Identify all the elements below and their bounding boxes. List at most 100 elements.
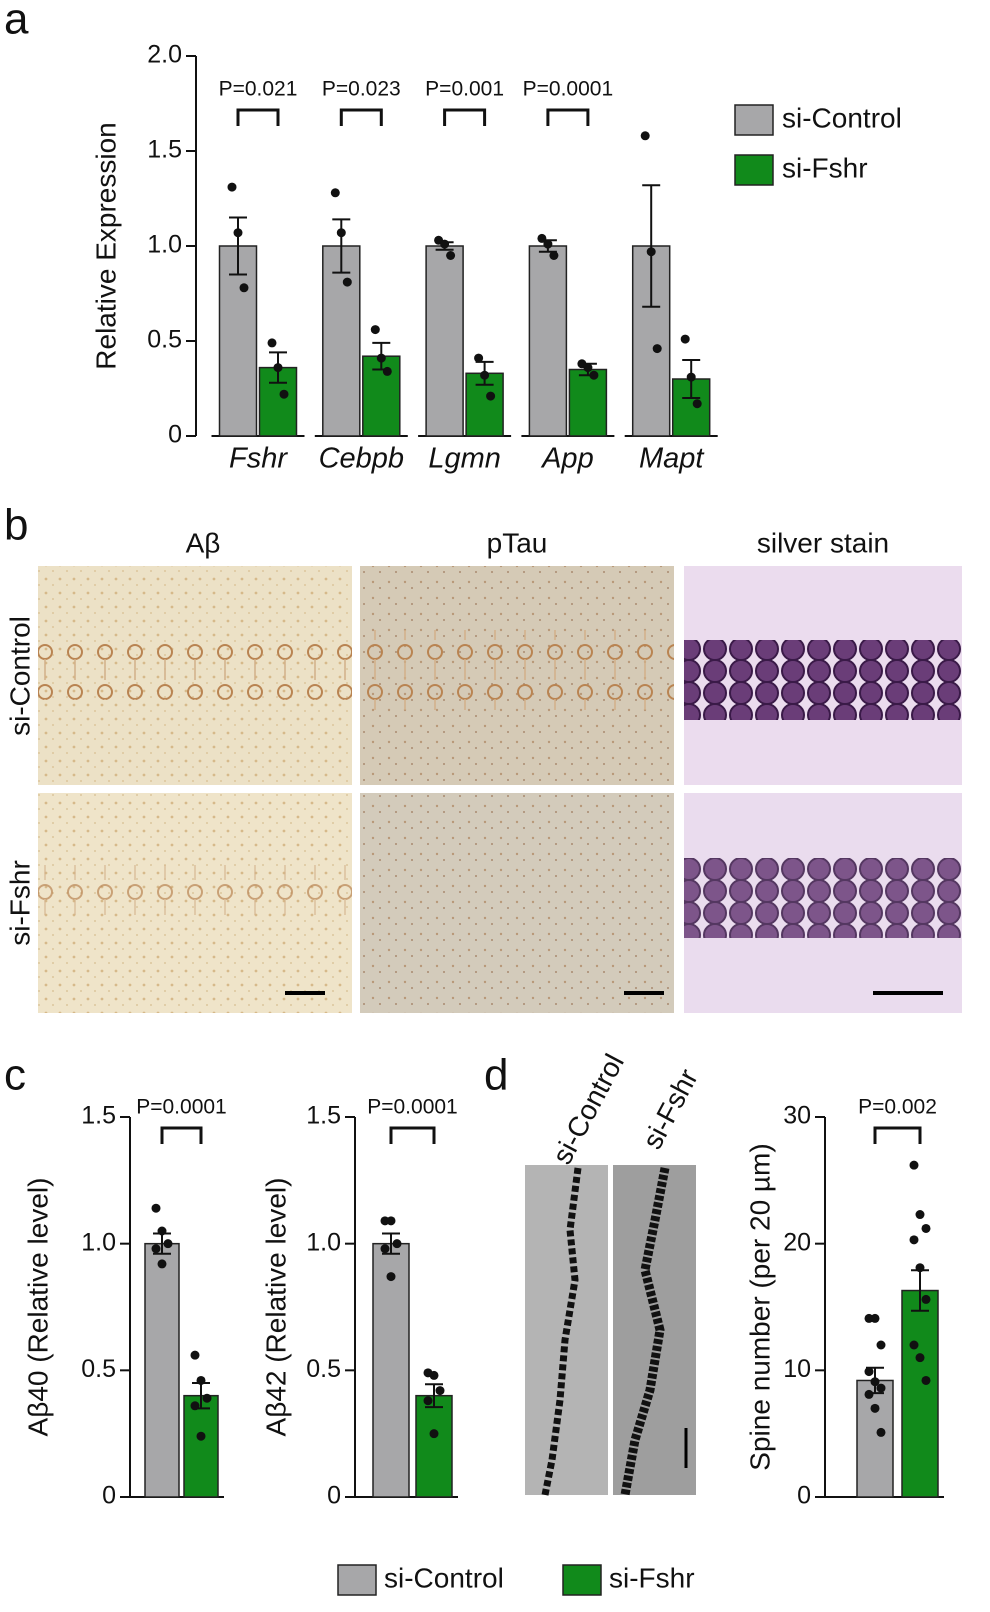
data-point bbox=[915, 1210, 925, 1220]
bar bbox=[322, 245, 361, 437]
data-point bbox=[646, 247, 656, 257]
bar bbox=[856, 1379, 894, 1498]
data-point bbox=[543, 239, 553, 249]
legend-swatch bbox=[734, 154, 774, 186]
data-point bbox=[190, 1401, 200, 1411]
data-point bbox=[157, 1259, 167, 1269]
y-tick-label: 0 bbox=[102, 1482, 116, 1510]
data-point bbox=[342, 277, 352, 287]
row-title: si-Fshr bbox=[4, 860, 35, 946]
data-point bbox=[921, 1294, 931, 1304]
image-texture bbox=[38, 640, 352, 700]
data-point bbox=[267, 338, 277, 348]
y-axis-label: Spine number (per 20 µm) bbox=[744, 1143, 775, 1470]
data-point bbox=[652, 344, 662, 354]
data-point bbox=[909, 1340, 919, 1350]
bar bbox=[425, 245, 464, 437]
data-point bbox=[279, 389, 289, 399]
y-axis-label: Relative Expression bbox=[90, 122, 121, 369]
error-bar bbox=[642, 184, 661, 308]
significance-bracket bbox=[546, 108, 590, 126]
data-point bbox=[227, 182, 237, 192]
y-tick-label: 1.5 bbox=[147, 136, 182, 164]
data-point bbox=[692, 399, 702, 409]
data-point bbox=[423, 1396, 433, 1406]
y-tick-label: 2.0 bbox=[147, 41, 182, 69]
dendrite-images: si-Control si-Fshr bbox=[525, 1049, 704, 1496]
data-point bbox=[909, 1235, 919, 1245]
bar bbox=[528, 245, 568, 437]
image-title: si-Fshr bbox=[636, 1064, 704, 1154]
column-title: silver stain bbox=[757, 527, 889, 558]
p-value: P=0.002 bbox=[858, 1096, 937, 1119]
data-point bbox=[330, 188, 340, 198]
data-point bbox=[435, 1386, 445, 1396]
data-point bbox=[382, 366, 392, 376]
p-value: P=0.0001 bbox=[367, 1096, 458, 1119]
panel-label: d bbox=[484, 1051, 508, 1100]
y-tick-label: 1.0 bbox=[147, 231, 182, 259]
data-point bbox=[876, 1427, 886, 1437]
bar bbox=[372, 1242, 410, 1498]
data-point bbox=[233, 228, 243, 238]
x-tick-label: Lgmn bbox=[428, 443, 501, 475]
legend-label: si-Control bbox=[384, 1562, 504, 1593]
y-tick-label: 10 bbox=[783, 1355, 811, 1383]
data-point bbox=[480, 370, 490, 380]
y-axis-label: Aβ40 (Relative level) bbox=[22, 1178, 53, 1437]
p-value: P=0.001 bbox=[425, 78, 504, 101]
bar bbox=[183, 1394, 219, 1498]
data-point bbox=[386, 1272, 396, 1282]
data-point bbox=[190, 1350, 200, 1360]
y-tick-label: 1.5 bbox=[306, 1102, 341, 1130]
data-point bbox=[589, 370, 599, 380]
y-tick-label: 0.5 bbox=[81, 1355, 116, 1383]
error-bar bbox=[382, 1232, 400, 1255]
data-point bbox=[915, 1353, 925, 1363]
y-tick-label: 0 bbox=[168, 421, 182, 449]
significance-bracket bbox=[160, 1126, 203, 1144]
dendrite bbox=[620, 1167, 670, 1496]
legend-swatch bbox=[734, 104, 774, 136]
data-point bbox=[921, 1223, 931, 1233]
data-point bbox=[157, 1226, 167, 1236]
data-point bbox=[549, 251, 559, 260]
y-tick-label: 30 bbox=[783, 1102, 811, 1130]
data-point bbox=[864, 1389, 874, 1399]
data-point bbox=[870, 1403, 880, 1413]
data-point bbox=[474, 353, 484, 363]
data-point bbox=[380, 1244, 390, 1254]
data-point bbox=[870, 1377, 880, 1387]
data-point bbox=[680, 334, 690, 344]
data-point bbox=[151, 1203, 161, 1213]
y-tick-label: 20 bbox=[783, 1228, 811, 1256]
significance-bracket bbox=[389, 1126, 436, 1144]
legend-label: si-Fshr bbox=[609, 1562, 695, 1593]
data-point bbox=[376, 353, 386, 363]
panel-label: a bbox=[4, 0, 29, 44]
legend-swatch bbox=[562, 1564, 602, 1596]
data-point bbox=[915, 1263, 925, 1273]
legend-swatch bbox=[337, 1564, 377, 1596]
data-point bbox=[163, 1239, 173, 1249]
image-title: si-Control bbox=[546, 1049, 630, 1169]
row-title: si-Control bbox=[4, 616, 35, 736]
legend-label: si-Control bbox=[782, 102, 902, 133]
data-point bbox=[864, 1367, 874, 1377]
p-value: P=0.0001 bbox=[523, 78, 614, 101]
image-texture bbox=[360, 793, 674, 1013]
y-tick-label: 0 bbox=[797, 1482, 811, 1510]
y-axis-label: Aβ42 (Relative level) bbox=[260, 1178, 291, 1437]
significance-bracket bbox=[236, 108, 280, 126]
data-point bbox=[921, 1375, 931, 1385]
y-tick-label: 0.5 bbox=[306, 1355, 341, 1383]
data-point bbox=[909, 1160, 919, 1170]
p-value: P=0.021 bbox=[219, 78, 298, 101]
legend-label: si-Fshr bbox=[782, 152, 868, 183]
data-point bbox=[583, 363, 593, 373]
panel-label: b bbox=[4, 501, 28, 550]
p-value: P=0.023 bbox=[322, 78, 401, 101]
y-tick-label: 1.0 bbox=[306, 1228, 341, 1256]
image bbox=[613, 1165, 696, 1495]
bar bbox=[901, 1289, 939, 1498]
